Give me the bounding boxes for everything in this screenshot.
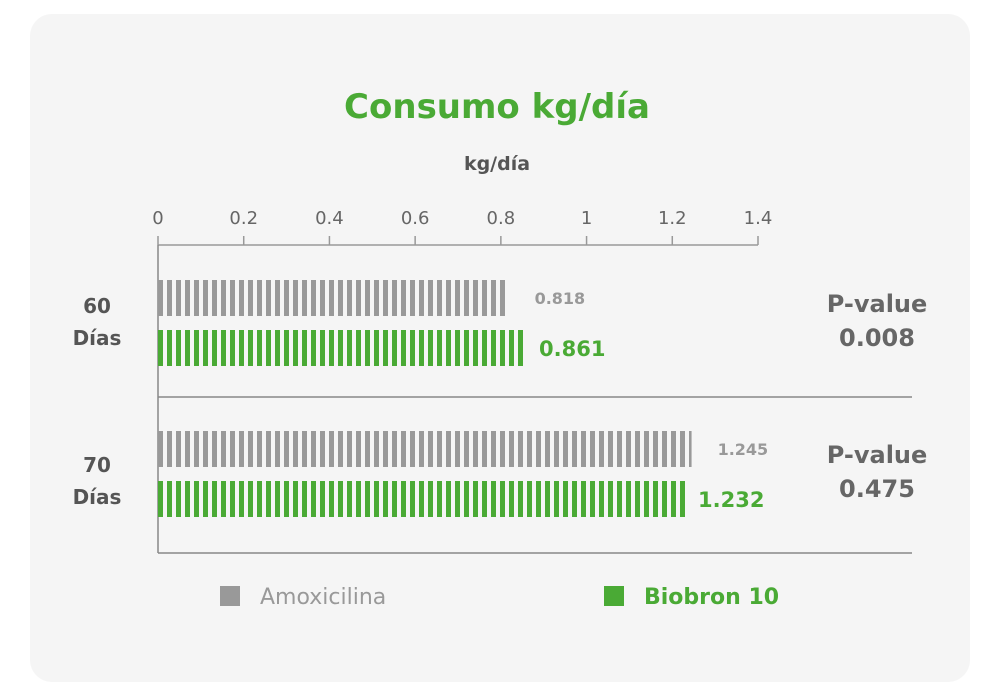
chart-title: Consumo kg/día — [344, 87, 650, 127]
x-tick-label: 0.6 — [401, 208, 430, 229]
x-tick-label: 0.8 — [487, 208, 516, 229]
x-tick-label: 1 — [581, 208, 592, 229]
bar-value-label: 1.232 — [698, 488, 764, 512]
pvalue-value: 0.008 — [839, 324, 915, 352]
x-tick-label: 0 — [152, 208, 163, 229]
pvalue-value: 0.475 — [839, 475, 915, 503]
x-tick-label: 0.2 — [229, 208, 258, 229]
x-tick-label: 0.4 — [315, 208, 344, 229]
x-axis-label: kg/día — [464, 153, 530, 175]
group-label-unit: Días — [73, 485, 122, 509]
bar-value-label: 1.245 — [718, 440, 769, 459]
pvalue-label: P-value — [827, 290, 928, 318]
pvalue-label: P-value — [827, 441, 928, 469]
bar-value-label: 0.861 — [539, 337, 605, 361]
legend-swatch — [220, 586, 240, 606]
legend-label: Amoxicilina — [260, 585, 386, 610]
group-label-number: 70 — [83, 453, 111, 477]
x-tick-label: 1.2 — [658, 208, 687, 229]
group-label-number: 60 — [83, 294, 111, 318]
legend-swatch — [604, 586, 624, 606]
x-tick-label: 1.4 — [744, 208, 773, 229]
group-label-unit: Días — [73, 326, 122, 350]
bar-value-label: 0.818 — [535, 289, 586, 308]
legend-label: Biobron 10 — [644, 585, 779, 610]
